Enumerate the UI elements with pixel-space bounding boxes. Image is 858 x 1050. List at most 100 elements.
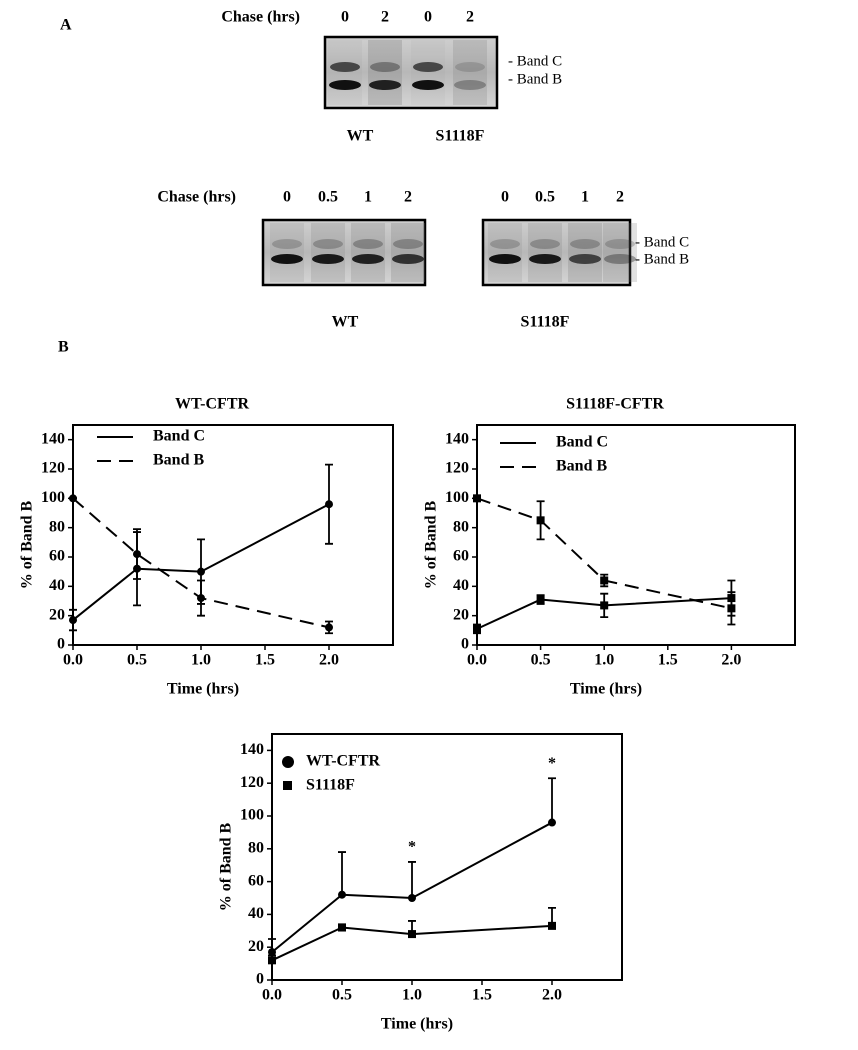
y-tick-label: 80: [49, 518, 65, 535]
x-tick-label: 2.0: [721, 652, 741, 669]
error-bar: [548, 777, 556, 823]
legend-label: Band B: [153, 452, 204, 469]
lane-label: 0.5: [318, 189, 338, 206]
y-tick-label: 60: [49, 548, 65, 565]
group-label: S1118F: [521, 314, 570, 331]
data-point: [536, 595, 545, 604]
y-tick-label: 20: [248, 938, 264, 955]
band-label: - Band B: [508, 71, 562, 87]
lane-smear: [391, 223, 425, 282]
lane-smear: [351, 223, 385, 282]
data-point: [197, 594, 205, 603]
chase-label: Chase (hrs): [221, 9, 300, 26]
x-tick-label: 1.5: [472, 987, 492, 1004]
y-tick-label: 140: [445, 430, 469, 447]
series-line: [271, 924, 553, 962]
gel-image: [323, 35, 499, 110]
x-tick-label: 1.0: [402, 987, 422, 1004]
band: [604, 254, 636, 264]
annotation: *: [408, 839, 416, 856]
legend-label: Band C: [556, 434, 608, 451]
x-tick-label: 0.5: [531, 652, 551, 669]
x-axis-label: Time (hrs): [381, 1016, 453, 1033]
y-tick-label: 120: [445, 460, 469, 477]
band: [369, 80, 401, 90]
x-tick-label: 0.5: [127, 652, 147, 669]
legend-symbol: [283, 781, 292, 790]
chart-title: WT-CFTR: [175, 396, 250, 413]
band: [330, 62, 360, 72]
lane-smear: [270, 223, 304, 282]
y-tick-label: 100: [240, 807, 264, 824]
lane-smear: [453, 40, 487, 105]
y-tick-label: 60: [248, 872, 264, 889]
band-label: - Band C: [508, 53, 562, 69]
lane-label: 0: [341, 9, 349, 26]
legend-label: S1118F: [306, 777, 355, 794]
lane-label: 1: [581, 189, 589, 206]
legend-label: Band C: [153, 428, 205, 445]
y-tick-label: 20: [49, 606, 65, 623]
x-axis-label: Time (hrs): [570, 681, 642, 698]
y-tick-label: 100: [41, 489, 65, 506]
series-line: [476, 597, 732, 630]
y-tick-label: 80: [453, 518, 469, 535]
band: [570, 239, 600, 249]
y-tick-label: 100: [445, 489, 469, 506]
x-tick-label: 2.0: [319, 652, 339, 669]
data-point: [268, 948, 276, 957]
y-tick-label: 60: [453, 548, 469, 565]
data-point: [473, 494, 481, 503]
y-axis-label: % of Band B: [218, 822, 235, 911]
plot-frame: [271, 733, 623, 981]
y-tick-label: 0: [256, 971, 264, 988]
y-tick-label: 0: [57, 636, 65, 653]
band: [454, 80, 486, 90]
band: [312, 254, 344, 264]
group-label: WT: [332, 314, 359, 331]
data-point: [69, 494, 77, 503]
y-tick-label: 140: [41, 430, 65, 447]
band: [530, 239, 560, 249]
lane-label: 2: [616, 189, 624, 206]
band: [413, 62, 443, 72]
data-point: [338, 890, 346, 899]
lane-label: 0.5: [535, 189, 555, 206]
data-point: [548, 818, 556, 827]
x-tick-label: 0.0: [467, 652, 487, 669]
y-tick-label: 0: [461, 636, 469, 653]
lane-label: 1: [364, 189, 372, 206]
band: [329, 80, 361, 90]
lane-smear: [603, 223, 637, 282]
plot-frame: [72, 424, 394, 646]
error-bar: [338, 851, 346, 895]
y-tick-label: 120: [240, 774, 264, 791]
lane-smear: [368, 40, 402, 105]
x-tick-label: 0.0: [63, 652, 83, 669]
y-axis-label: % of Band B: [423, 500, 440, 589]
y-tick-label: 40: [453, 577, 469, 594]
x-tick-label: 1.0: [191, 652, 211, 669]
lane-label: 2: [381, 9, 389, 26]
data-point: [338, 923, 346, 932]
data-point: [408, 930, 416, 939]
chart-title: S1118F-CFTR: [566, 396, 664, 413]
band: [455, 62, 485, 72]
y-tick-label: 120: [41, 460, 65, 477]
x-tick-label: 1.5: [658, 652, 678, 669]
plot-frame: [476, 424, 796, 646]
data-point: [536, 516, 545, 525]
band: [393, 239, 423, 249]
lane-label: 0: [424, 9, 432, 26]
data-point: [325, 623, 333, 632]
lane-label: 2: [404, 189, 412, 206]
band: [272, 239, 302, 249]
band: [489, 254, 521, 264]
y-tick-label: 40: [248, 905, 264, 922]
band: [392, 254, 424, 264]
gel-image: [481, 218, 632, 287]
x-axis-label: Time (hrs): [167, 681, 239, 698]
data-point: [133, 550, 141, 559]
band-label: - Band B: [635, 251, 689, 267]
